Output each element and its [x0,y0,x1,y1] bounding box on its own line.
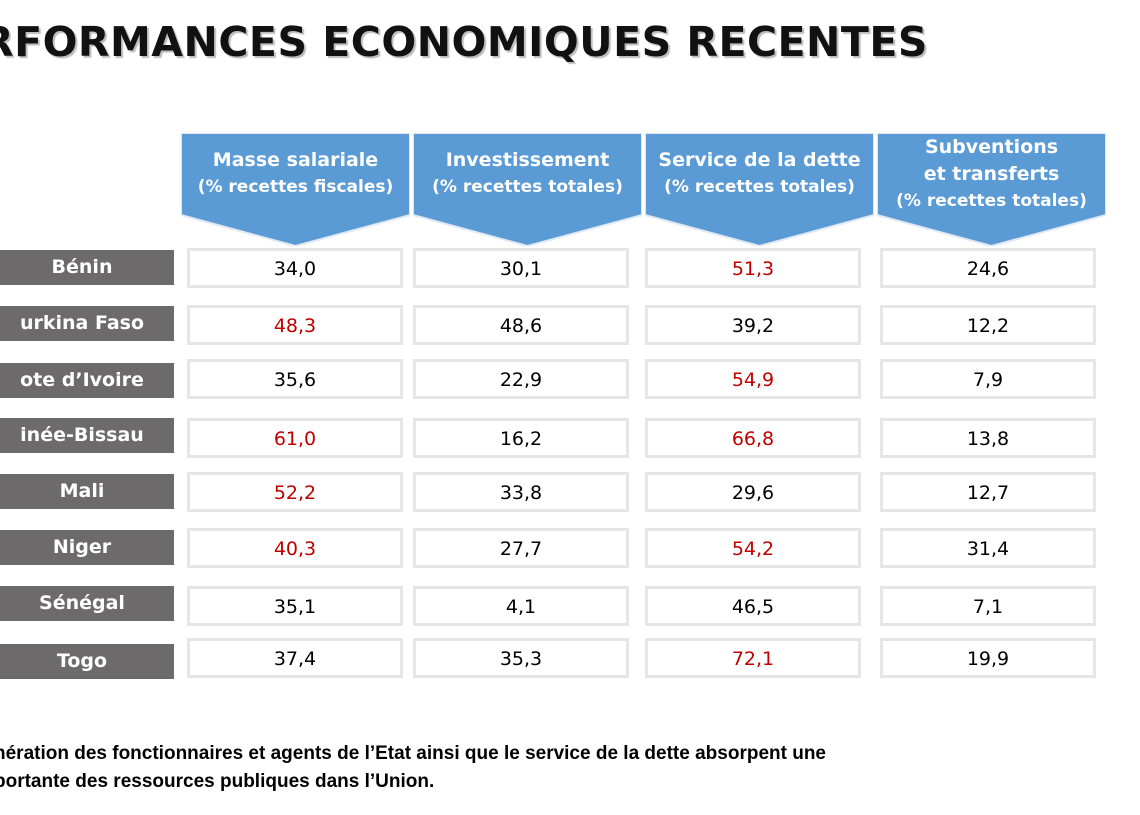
country-label: inée-Bissau [0,418,174,453]
column-header-unit: (% recettes totales) [896,191,1087,211]
column-header-text: Masse salariale (% recettes fiscales) [181,147,410,201]
header-arrow-shape [413,133,642,246]
table-cell: 34,0 [187,248,403,288]
slide-title: RFORMANCES ECONOMIQUES RECENTES [0,18,928,66]
table-cell: 7,1 [880,586,1096,626]
header-arrow-shape [181,133,410,246]
column-header-4: Subventions et transferts (% recettes tot… [877,133,1106,246]
column-header-unit: (% recettes totales) [432,177,623,197]
table-cell: 35,1 [187,586,403,626]
column-header-text: Service de la dette (% recettes totales) [645,147,874,201]
table-cell: 72,1 [645,638,861,678]
country-label: Bénin [0,250,174,285]
country-label: Mali [0,474,174,509]
table-cell: 29,6 [645,472,861,512]
table-cell: 27,7 [413,528,629,568]
column-header-text: Subventions et transferts (% recettes tot… [877,134,1106,215]
table-cell: 4,1 [413,586,629,626]
header-arrow-shape [645,133,874,246]
footer-line-1: nération des fonctionnaires et agents de… [0,743,827,764]
column-header-label: Service de la dette [658,149,861,171]
table-cell: 61,0 [187,418,403,458]
column-header-text: Investissement (% recettes totales) [413,147,642,201]
table-cell: 30,1 [413,248,629,288]
column-header-1: Masse salariale (% recettes fiscales) [181,133,410,246]
country-label: Sénégal [0,586,174,621]
table-cell: 13,8 [880,418,1096,458]
table-cell: 22,9 [413,359,629,399]
column-header-label: Subventions et transferts [923,136,1060,185]
table-cell: 35,3 [413,638,629,678]
column-header-unit: (% recettes totales) [664,177,855,197]
country-label: ote d’Ivoire [0,363,174,398]
header-arrow-shape [877,133,1106,246]
footer-line-2: portante des ressources publiques dans l… [0,771,435,792]
column-header-label: Masse salariale [212,149,379,171]
table-cell: 52,2 [187,472,403,512]
table-cell: 48,3 [187,305,403,345]
country-label: Niger [0,530,174,565]
table-cell: 40,3 [187,528,403,568]
country-label: urkina Faso [0,306,174,341]
table-cell: 31,4 [880,528,1096,568]
table-cell: 12,2 [880,305,1096,345]
table-cell: 39,2 [645,305,861,345]
table-cell: 46,5 [645,586,861,626]
table-cell: 19,9 [880,638,1096,678]
country-label: Togo [0,644,174,679]
table-cell: 48,6 [413,305,629,345]
column-header-2: Investissement (% recettes totales) [413,133,642,246]
table-cell: 7,9 [880,359,1096,399]
table-cell: 16,2 [413,418,629,458]
table-cell: 51,3 [645,248,861,288]
table-cell: 24,6 [880,248,1096,288]
table-cell: 54,9 [645,359,861,399]
footer-note: nération des fonctionnaires et agents de… [0,740,826,796]
table-cell: 12,7 [880,472,1096,512]
table-cell: 35,6 [187,359,403,399]
table-cell: 37,4 [187,638,403,678]
column-header-label: Investissement [445,149,610,171]
table-cell: 33,8 [413,472,629,512]
column-header-3: Service de la dette (% recettes totales) [645,133,874,246]
table-cell: 54,2 [645,528,861,568]
column-header-unit: (% recettes fiscales) [197,177,394,197]
table-cell: 66,8 [645,418,861,458]
